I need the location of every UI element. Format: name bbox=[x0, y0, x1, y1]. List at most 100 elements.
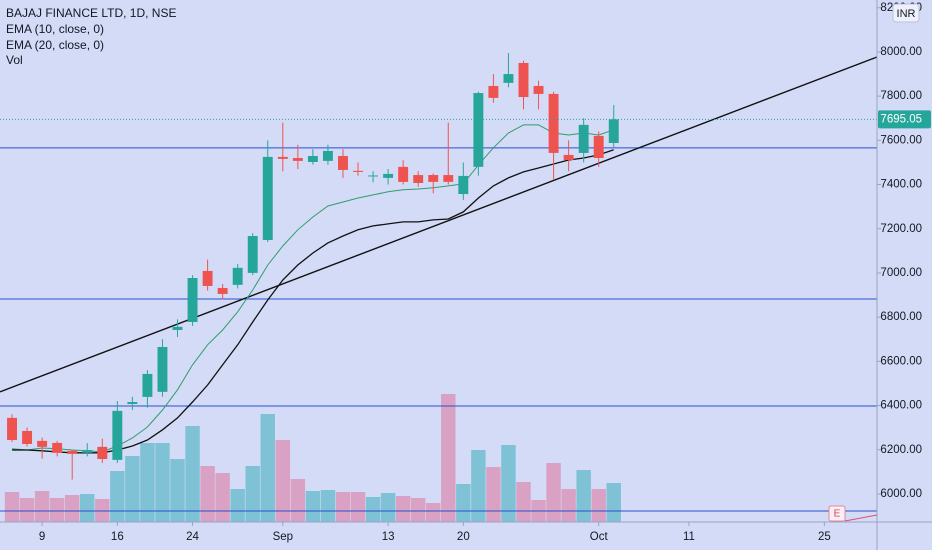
candle-body bbox=[277, 156, 288, 159]
y-tick-label: 7600.00 bbox=[880, 134, 922, 146]
x-tick-label: 24 bbox=[186, 531, 199, 543]
y-tick-label: 6000.00 bbox=[880, 488, 922, 500]
volume-bar bbox=[80, 494, 95, 522]
ema-line bbox=[11, 124, 614, 453]
volume-bar bbox=[200, 466, 215, 522]
volume-bar bbox=[426, 503, 441, 522]
candle-body bbox=[232, 267, 243, 285]
x-tick-label: 11 bbox=[683, 531, 695, 543]
x-tick-label: 20 bbox=[457, 531, 470, 543]
event-badge[interactable] bbox=[828, 505, 846, 522]
volume-bar bbox=[125, 456, 140, 522]
candle-body bbox=[322, 150, 333, 161]
candle-body bbox=[172, 326, 183, 330]
candle-body bbox=[262, 156, 273, 241]
volume-bar bbox=[155, 443, 170, 522]
plot-area bbox=[0, 53, 877, 522]
y-tick-label: 8000.00 bbox=[880, 46, 922, 58]
candle-body bbox=[338, 156, 348, 170]
legend-entry[interactable]: Vol bbox=[6, 53, 23, 67]
legend-entry[interactable]: EMA (10, close, 0) bbox=[6, 22, 104, 36]
volume-bar bbox=[546, 463, 561, 522]
volume-bar bbox=[320, 490, 336, 522]
y-tick-label: 6200.00 bbox=[880, 444, 922, 456]
event-marker[interactable]: E bbox=[834, 509, 841, 520]
candle-body bbox=[247, 236, 258, 273]
candle-body bbox=[82, 449, 93, 453]
volume-bar bbox=[531, 500, 546, 522]
volume-bar bbox=[561, 489, 576, 522]
y-tick-label: 6400.00 bbox=[880, 400, 922, 412]
legend-entry[interactable]: EMA (20, close, 0) bbox=[6, 38, 104, 52]
candle-body bbox=[67, 450, 78, 454]
x-tick-label: Oct bbox=[590, 531, 609, 543]
candle-body bbox=[518, 62, 529, 98]
volume-bar bbox=[110, 471, 125, 522]
y-tick-label: 6800.00 bbox=[880, 311, 922, 323]
currency-badge[interactable] bbox=[892, 3, 920, 23]
candle-body bbox=[413, 175, 424, 183]
volume-bar bbox=[516, 482, 531, 522]
volume-bar bbox=[230, 489, 245, 522]
volume-bar bbox=[576, 470, 591, 522]
candle-body bbox=[292, 158, 303, 161]
candle-body bbox=[428, 175, 439, 182]
volume-bar bbox=[34, 491, 50, 522]
volume-bar bbox=[19, 498, 35, 522]
trend-line bbox=[0, 56, 877, 393]
y-tick-label: 7800.00 bbox=[880, 90, 922, 102]
y-tick-label: 7000.00 bbox=[880, 267, 922, 279]
candle-body bbox=[608, 119, 619, 143]
x-tick-label: 9 bbox=[39, 531, 45, 543]
x-tick-label: Sep bbox=[273, 531, 293, 543]
volume-bar bbox=[305, 491, 321, 522]
candle-body bbox=[383, 173, 394, 178]
ema-line bbox=[12, 149, 614, 454]
candle-body bbox=[127, 401, 138, 404]
volume-bar bbox=[501, 445, 516, 522]
volume-bar bbox=[441, 394, 456, 522]
volume-bar bbox=[275, 440, 291, 522]
x-tick-label: 16 bbox=[111, 531, 124, 543]
volume-bar bbox=[290, 479, 306, 522]
volume-bar bbox=[335, 492, 351, 522]
candle-body bbox=[37, 440, 48, 447]
candle-body bbox=[187, 278, 198, 322]
last-price-label: 7695.05 bbox=[880, 113, 922, 125]
volume-bar bbox=[245, 466, 260, 522]
volume-bar bbox=[260, 414, 275, 522]
volume-bar bbox=[350, 492, 366, 522]
volume-bar bbox=[456, 484, 471, 522]
volume-bar bbox=[486, 467, 501, 522]
candle-body bbox=[217, 287, 228, 294]
candle-body bbox=[473, 93, 484, 167]
candle-body bbox=[578, 124, 589, 153]
chart-title: BAJAJ FINANCE LTD, 1D, NSE bbox=[6, 6, 176, 20]
candle-body bbox=[52, 442, 63, 453]
volume-bar bbox=[365, 497, 381, 522]
volume-bar bbox=[49, 498, 65, 522]
candle-body bbox=[458, 175, 469, 195]
candle-body bbox=[307, 156, 318, 162]
volume-bar bbox=[471, 450, 486, 522]
last-price-badge bbox=[878, 110, 931, 129]
y-tick-label: 7400.00 bbox=[880, 179, 922, 191]
volume-bar bbox=[64, 495, 80, 522]
candle-body bbox=[368, 175, 379, 177]
volume-bar bbox=[410, 498, 426, 522]
candle-body bbox=[593, 135, 604, 159]
candle-body bbox=[7, 417, 17, 441]
volume-bar bbox=[591, 489, 606, 522]
volume-bar bbox=[395, 496, 411, 522]
candle-body bbox=[97, 446, 108, 460]
volume-bar bbox=[140, 443, 155, 522]
volume-bar bbox=[170, 459, 185, 522]
candle-body bbox=[548, 93, 559, 153]
currency-label[interactable]: INR bbox=[897, 8, 916, 20]
candle-body bbox=[443, 175, 454, 182]
x-tick-label: 25 bbox=[818, 531, 831, 543]
candle-body bbox=[503, 74, 514, 83]
